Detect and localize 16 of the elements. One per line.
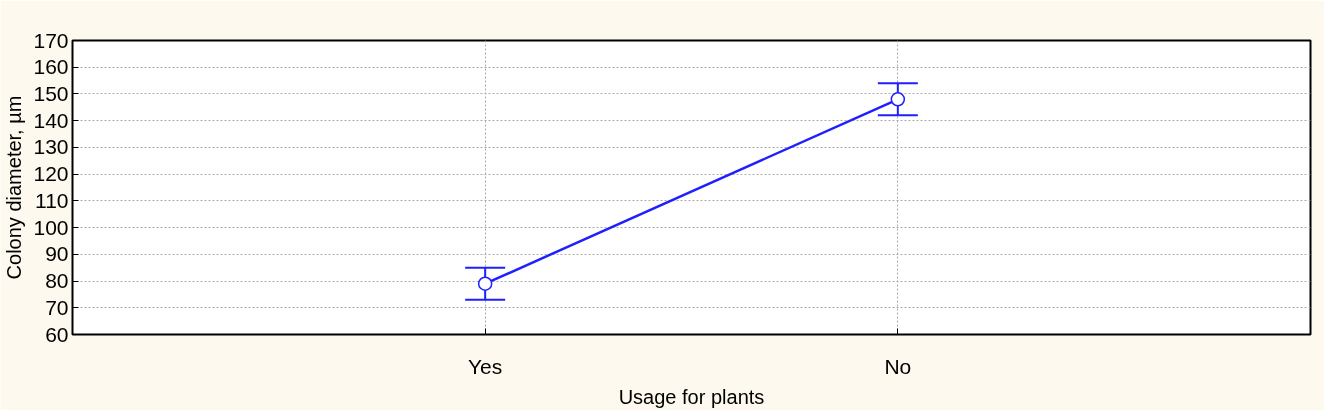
y-tick-label: 130 [33, 135, 69, 159]
x-axis-title: Usage for plants [618, 385, 765, 408]
x-tick-label: Yes [468, 354, 503, 378]
y-tick-label: 60 [45, 322, 69, 346]
y-tick-label: 150 [33, 81, 69, 105]
y-axis-title: Colony diameter, µm [3, 95, 26, 280]
y-tick-label: 120 [33, 162, 69, 186]
y-tick-label: 70 [45, 295, 69, 319]
y-tick-label: 100 [33, 215, 69, 239]
y-tick-label: 170 [33, 28, 69, 52]
y-tick-label: 160 [33, 55, 69, 79]
y-tick-label: 110 [35, 188, 69, 212]
y-tick-label: 80 [45, 269, 69, 293]
x-tick-label: No [884, 354, 912, 378]
y-tick-label: 90 [45, 242, 69, 266]
y-tick-label: 140 [33, 108, 69, 132]
